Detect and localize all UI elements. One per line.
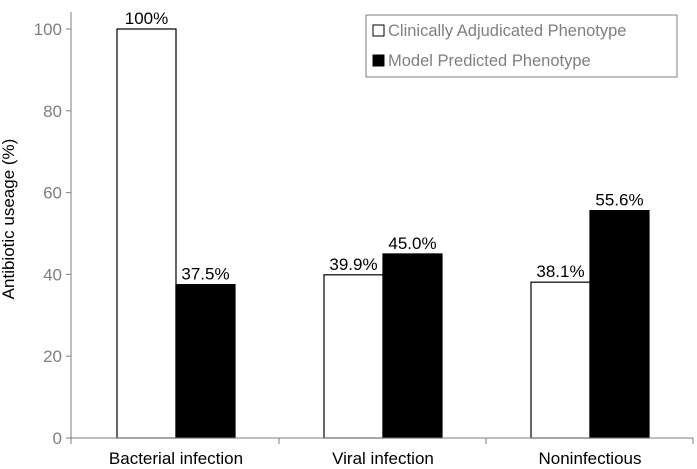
y-tick-label-40: 40 (43, 265, 62, 284)
bar-model-1 (382, 253, 443, 439)
y-tick-label-0: 0 (53, 429, 62, 448)
y-tick-label-60: 60 (43, 184, 62, 203)
legend-swatch-clinically-adjudicated (372, 24, 385, 37)
bar-clinical-0 (116, 28, 177, 439)
legend-box (365, 14, 678, 78)
legend-swatch-model-predicted (372, 54, 385, 67)
data-label-model-2: 55.6% (595, 191, 643, 210)
bar-model-2 (589, 209, 650, 439)
x-category-label-1: Viral infection (332, 449, 434, 468)
data-label-model-0: 37.5% (181, 265, 229, 284)
y-tick-label-100: 100 (34, 20, 62, 39)
legend: Clinically Adjudicated Phenotype Model P… (365, 14, 678, 78)
data-label-model-1: 45.0% (388, 234, 436, 253)
x-category-label-0: Bacterial infection (109, 449, 243, 468)
y-axis-title: Antibiotic useage (%) (0, 139, 18, 300)
y-tick-label-20: 20 (43, 347, 62, 366)
bar-clinical-2 (530, 281, 591, 439)
bar-model-0 (175, 284, 236, 439)
x-category-label-2: Noninfectious (538, 449, 641, 468)
data-label-clinical-1: 39.9% (329, 255, 377, 274)
data-label-clinical-0: 100% (125, 9, 168, 28)
y-tick-label-80: 80 (43, 102, 62, 121)
data-label-clinical-2: 38.1% (536, 262, 584, 281)
bar-clinical-1 (323, 274, 384, 439)
legend-label-clinically-adjudicated: Clinically Adjudicated Phenotype (388, 22, 627, 40)
legend-label-model-predicted: Model Predicted Phenotype (388, 52, 591, 70)
plot-area: 100% 39.9% 38.1% 37.5% 45.0% 55.6% 0 20 40 60 80 10… (34, 9, 694, 468)
